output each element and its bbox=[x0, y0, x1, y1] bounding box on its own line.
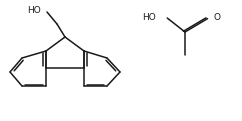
Text: HO: HO bbox=[142, 14, 156, 23]
Text: O: O bbox=[214, 13, 221, 22]
Text: HO: HO bbox=[27, 6, 41, 15]
